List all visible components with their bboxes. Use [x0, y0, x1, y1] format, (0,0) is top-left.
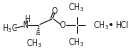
Text: •: •	[107, 20, 113, 30]
Text: HCl: HCl	[116, 21, 129, 30]
Text: O: O	[60, 21, 66, 30]
Text: CH$_3$: CH$_3$	[68, 37, 85, 49]
Text: N: N	[22, 21, 28, 30]
Text: O: O	[52, 7, 58, 16]
Text: CH$_3$: CH$_3$	[68, 1, 85, 14]
Text: H$_3$C: H$_3$C	[2, 23, 18, 35]
Text: H: H	[24, 15, 30, 24]
Text: CH$_3$: CH$_3$	[26, 38, 42, 50]
Text: CH$_3$: CH$_3$	[93, 19, 110, 32]
